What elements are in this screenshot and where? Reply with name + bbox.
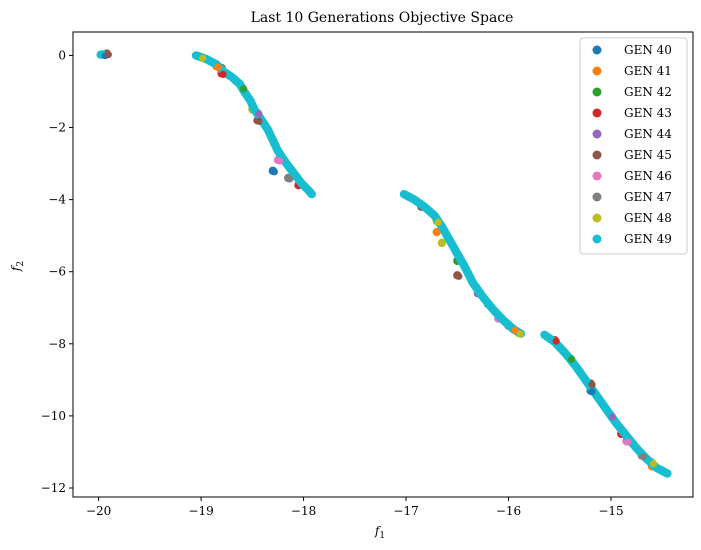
legend-marker [592, 171, 602, 181]
scatter-point [511, 326, 519, 334]
legend-marker [592, 66, 602, 76]
scatter-point [239, 85, 248, 93]
legend-marker [592, 150, 602, 160]
y-tick-label: −12 [41, 481, 66, 495]
y-axis-title: f2 [9, 261, 26, 272]
scatter-point [588, 380, 596, 389]
scatter-point [275, 157, 284, 165]
chart-title: Last 10 Generations Objective Space [251, 10, 514, 26]
y-tick-label: −6 [48, 265, 66, 279]
scatter-point [307, 190, 316, 199]
y-tick-label: −4 [48, 193, 66, 207]
scatter-point [198, 54, 207, 62]
legend-marker [592, 108, 602, 118]
scatter-point [455, 272, 463, 280]
x-axis-ticks: −20 −19 −18 −17 −16 −15 [86, 497, 624, 518]
scatter-point [255, 110, 263, 118]
y-axis-title-subscript: 2 [16, 261, 26, 267]
scatter-point [624, 438, 632, 446]
legend-marker [592, 192, 602, 202]
x-axis-title-base: f [374, 524, 382, 538]
scatter-point [649, 460, 658, 468]
x-tick-label: −16 [496, 504, 521, 518]
x-tick-label: −17 [393, 504, 418, 518]
legend-label: GEN 45 [624, 148, 672, 162]
scatter-point [432, 227, 442, 237]
legend-label: GEN 41 [624, 64, 672, 78]
legend: GEN 40 GEN 41 GEN 42 GEN 43 GEN 44 GEN 45 GEN … [579, 37, 688, 255]
legend-label: GEN 44 [624, 127, 672, 141]
scatter-point [219, 70, 227, 79]
y-tick-label: −10 [41, 409, 66, 423]
scatter-point [255, 117, 263, 125]
legend-label: GEN 47 [624, 190, 672, 204]
y-tick-label: 0 [58, 48, 66, 62]
x-tick-label: −18 [291, 504, 316, 518]
scatter-point [588, 388, 596, 396]
scatter-point [104, 51, 112, 59]
legend-box [579, 37, 688, 255]
scatter-point [437, 238, 447, 248]
scatter-point [516, 330, 524, 338]
scatter-point [608, 413, 617, 421]
legend-label: GEN 46 [624, 169, 672, 183]
legend-label: GEN 49 [624, 232, 672, 246]
x-axis-title: f1 [374, 524, 385, 541]
legend-label: GEN 40 [624, 43, 672, 57]
legend-marker [592, 234, 602, 244]
legend-marker [592, 87, 602, 97]
scatter-point [434, 218, 442, 226]
scatter-point [552, 337, 560, 345]
legend-marker [592, 213, 602, 223]
x-tick-label: −20 [86, 504, 111, 518]
plot-frame [72, 31, 694, 498]
legend-label: GEN 43 [624, 106, 672, 120]
y-axis-title-base: f [9, 264, 23, 272]
y-axis-ticks: 0 −2 −4 −6 −8 −10 −12 [41, 48, 73, 495]
x-tick-label: −19 [188, 504, 213, 518]
scatter-point [639, 452, 647, 461]
legend-label: GEN 48 [624, 211, 672, 225]
y-tick-label: −8 [48, 337, 66, 351]
x-tick-label: −15 [598, 504, 623, 518]
scatter-point [567, 355, 576, 363]
x-axis-title-subscript: 1 [379, 531, 385, 541]
scatter-point [270, 168, 278, 176]
legend-label: GEN 42 [624, 85, 672, 99]
points-layer [96, 49, 672, 478]
legend-marker [592, 129, 602, 139]
legend-marker [592, 45, 602, 55]
scatter-point [286, 175, 294, 183]
y-tick-label: −2 [48, 121, 66, 135]
scatter-point [214, 63, 222, 71]
scatter-point [663, 469, 672, 478]
